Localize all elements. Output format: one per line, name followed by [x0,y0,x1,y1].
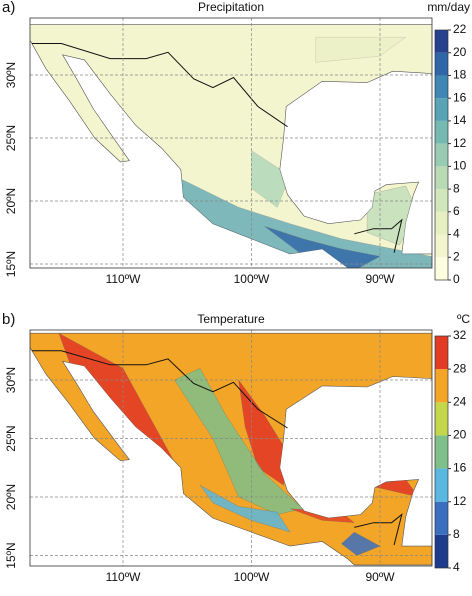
colorbar-tick-label: 12 [453,494,467,508]
colorbar-tick-label: 28 [453,361,467,375]
lat-tick-label: 15ºN [4,542,18,568]
colorbar-tick-label: 8 [453,527,460,541]
colorbar-segment [435,501,448,535]
lat-tick-label: 15ºN [4,251,18,277]
colorbar-tick-label: 20 [453,428,467,442]
colorbar-segment [435,30,448,53]
panel-label: a) [2,0,15,16]
colorbar-tick-label: 8 [453,181,460,195]
colorbar-segment [435,234,448,258]
lon-tick-label: 90ºW [365,272,395,286]
panel-title: Temperature [197,312,265,326]
country-border [354,513,403,546]
colorbar-segment [435,435,448,469]
lon-tick-label: 90ºW [365,570,395,584]
colorbar-frame [434,335,449,569]
colorbar-segment [435,98,448,121]
colorbar-tick-label: 12 [453,136,467,150]
colorbar-segment [435,336,448,370]
field-region [238,379,287,486]
colorbar-tick-label: 0 [453,272,460,286]
colorbar-unit: mm/day [427,0,470,14]
colorbar-segment [435,468,448,502]
colorbar-tick-label: 18 [453,68,467,82]
lon-tick-label: 110ºW [106,272,142,286]
map-frame [29,17,433,269]
colorbar-tick-label: 4 [453,560,460,574]
fields [58,333,419,556]
colorbar-segment [435,75,448,99]
colorbar-segment [435,120,448,144]
land [30,24,432,268]
lat-tick-label: 30ºN [4,62,18,88]
panel-title: Precipitation [198,0,264,14]
field-region [199,485,291,533]
lon-tick-label: 100ºW [234,570,270,584]
lon-tick-label: 110ºW [106,570,142,584]
colorbar-tick-label: 32 [453,328,467,342]
field-region [315,37,407,63]
colorbar-tick-label: 4 [453,227,460,241]
colorbar-segment [435,534,448,568]
colorbar-segment [435,52,448,76]
colorbar-segment [435,257,448,280]
lon-tick-label: 100ºW [234,272,270,286]
colorbar-tick-label: 10 [453,159,467,173]
country-border [31,43,288,128]
colorbar-tick-label: 22 [453,22,467,36]
colorbar-tick-label: 24 [453,394,467,408]
colorbar-segment [435,402,448,436]
colorbar-segment [435,166,448,190]
map-panel [30,330,432,566]
colorbar-segment [435,211,448,235]
country-border [31,350,288,429]
colorbar-tick-label: 14 [453,113,467,127]
panel-label: b) [2,311,15,328]
colorbar-tick-label: 20 [453,45,467,59]
colorbar-segment [435,143,448,167]
colorbar-tick-label: 16 [453,90,467,104]
lat-tick-label: 30ºN [4,367,18,393]
colorbar-tick-label: 2 [453,249,460,263]
colorbar-frame [434,29,449,281]
colorbar-unit: ºC [457,312,470,326]
lat-tick-label: 20ºN [4,188,18,214]
map-panel [30,18,432,268]
lat-tick-label: 25ºN [4,425,18,451]
colorbar-tick-label: 16 [453,461,467,475]
map [30,18,432,268]
lat-tick-label: 25ºN [4,125,18,151]
colorbar-segment [435,189,448,212]
map [30,330,432,566]
country-border [354,218,403,253]
colorbar-tick-label: 6 [453,204,460,218]
lat-tick-label: 20ºN [4,484,18,510]
colorbar-segment [435,369,448,403]
map-frame [29,329,433,567]
